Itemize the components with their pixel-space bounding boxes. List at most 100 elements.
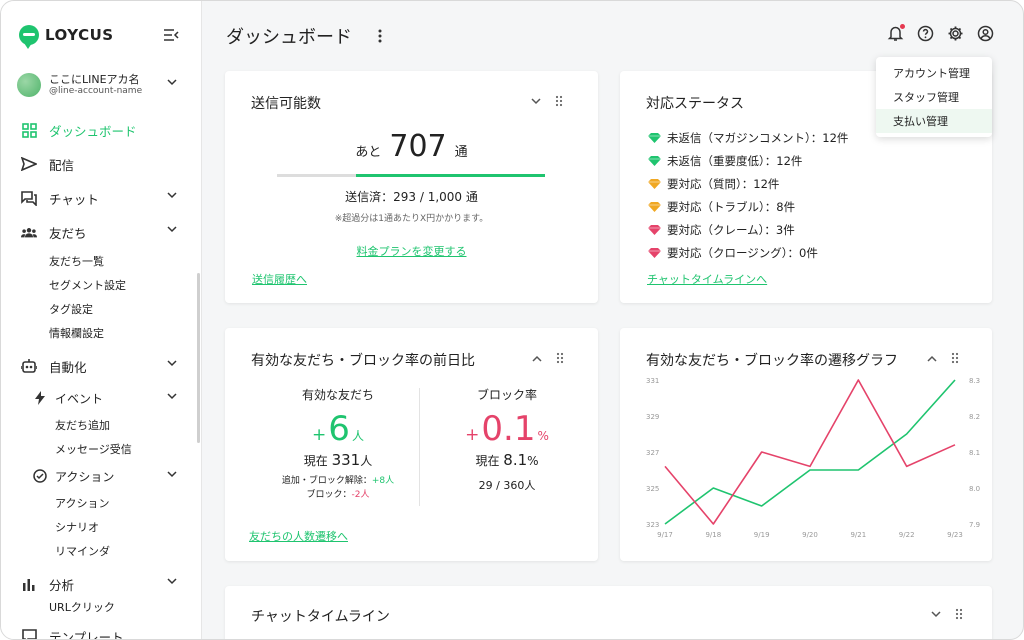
status-label: 要対応（トラブル）：8件 xyxy=(667,199,796,214)
y-left-tick-label: 325 xyxy=(646,485,659,493)
sidebar-subitem-scenario[interactable]: シナリオ xyxy=(55,521,99,534)
sidebar-subitem-tags[interactable]: タグ設定 xyxy=(49,303,93,316)
menu-item-account-settings[interactable]: アカウント管理 xyxy=(893,67,970,80)
sidebar-subitem-action[interactable]: アクション xyxy=(55,497,110,510)
sidebar-group-action[interactable]: アクション xyxy=(1,461,201,491)
sidebar-item-automation[interactable]: 自動化 xyxy=(1,349,201,383)
sidebar-item-broadcast[interactable]: 配信 xyxy=(1,147,201,181)
card-title: 送信可能数 xyxy=(251,96,321,112)
friend-count-transition-link[interactable]: 友だちの人数遷移へ xyxy=(249,530,348,543)
sidebar-group-label: アクション xyxy=(55,469,115,484)
current-value: 331 xyxy=(331,451,361,469)
account-avatar xyxy=(17,73,41,97)
sidebar-subitem-friends-list[interactable]: 友だち一覧 xyxy=(49,255,104,268)
gear-icon xyxy=(948,26,963,41)
sidebar-item-analytics[interactable]: 分析 xyxy=(1,567,201,601)
chevron-up-icon[interactable] xyxy=(927,355,937,362)
logo-icon xyxy=(19,25,39,49)
blocked-value: -2人 xyxy=(351,489,370,500)
stat-heading: 有効な友だち xyxy=(301,388,374,402)
stat-current: 現在 8.1% xyxy=(417,451,597,469)
drag-handle-icon[interactable] xyxy=(555,95,563,107)
bar-chart-icon xyxy=(21,576,37,592)
notification-button[interactable] xyxy=(887,24,905,42)
drag-handle-icon[interactable] xyxy=(955,608,963,620)
current-unit: % xyxy=(527,454,539,468)
drag-handle-icon[interactable] xyxy=(951,352,959,364)
delta-sign: + xyxy=(312,425,327,445)
sidebar-subitem-friend-added[interactable]: 友だち追加 xyxy=(55,419,110,432)
y-left-tick-label: 329 xyxy=(646,413,659,421)
divider xyxy=(419,388,420,506)
chevron-down-icon[interactable] xyxy=(531,97,541,105)
remaining-prefix: あと xyxy=(355,145,382,160)
overage-note: ※超過分は1通あたりX円かかります。 xyxy=(334,214,489,224)
remaining-count: あと 707 通 xyxy=(225,129,598,164)
account-name: ここにLINEアカ名 xyxy=(49,73,140,86)
chevron-down-icon xyxy=(167,226,177,233)
sidebar-subitem-message-received[interactable]: メッセージ受信 xyxy=(55,443,132,456)
added-label: 追加・ブロック解除： xyxy=(281,476,372,486)
stat-detail: 追加・ブロック解除：+8人 ブロック：-2人 xyxy=(248,475,428,503)
chevron-down-icon xyxy=(167,79,177,86)
sidebar-subitem-info-fields[interactable]: 情報欄設定 xyxy=(49,327,104,340)
settings-button[interactable] xyxy=(947,25,964,42)
check-circle-icon xyxy=(33,469,47,483)
sidebar-group-event[interactable]: イベント xyxy=(1,383,201,413)
sidebar-item-templates[interactable]: テンプレート xyxy=(1,619,201,639)
stat-delta: +0.1% xyxy=(417,409,597,449)
chevron-down-icon xyxy=(167,578,177,585)
sidebar-item-label: 自動化 xyxy=(49,359,87,375)
sidebar-subitem-url-click[interactable]: URLクリック xyxy=(49,601,115,614)
status-label: 未返信（マガジンコメント）：12件 xyxy=(667,130,849,145)
series-line-friends xyxy=(664,379,956,525)
chevron-up-icon[interactable] xyxy=(532,355,542,362)
stat-current: 現在 331人 xyxy=(248,451,428,469)
card-title: チャットタイムライン xyxy=(251,609,390,625)
chevron-down-icon xyxy=(167,192,177,199)
sidebar-subitem-reminder[interactable]: リマインダ xyxy=(55,545,110,558)
chat-timeline-link[interactable]: チャットタイムラインへ xyxy=(647,273,768,286)
send-history-link[interactable]: 送信履歴へ xyxy=(252,273,307,286)
menu-item-payment-management[interactable]: 支払い管理 xyxy=(876,109,992,133)
status-item[interactable]: 未返信（重要度低）：12件 xyxy=(648,149,848,172)
status-gem-icon xyxy=(648,155,661,166)
account-switcher[interactable]: ここにLINEアカ名 @line-account-name xyxy=(17,69,187,101)
status-list: 未返信（マガジンコメント）：12件 未返信（重要度低）：12件要対応（質問）：12… xyxy=(648,126,848,264)
logo[interactable]: LOYCUS xyxy=(19,25,114,49)
sidebar-nav: ダッシュボード 配信 チャット 友だち xyxy=(1,113,201,639)
user-dropdown-menu: アカウント管理 スタッフ管理 支払い管理 xyxy=(876,57,992,137)
send-quota-card: 送信可能数 あと 707 通 送信済：293 / 1,000 通 ※超過分は1通あた… xyxy=(225,71,598,303)
y-left-tick-label: 323 xyxy=(646,521,659,529)
sidebar-item-dashboard[interactable]: ダッシュボード xyxy=(1,113,201,147)
status-item[interactable]: 要対応（質問）：12件 xyxy=(648,172,848,195)
chevron-down-icon[interactable] xyxy=(931,610,941,618)
sidebar-subitem-segment[interactable]: セグメント設定 xyxy=(49,279,126,292)
sidebar-item-chat[interactable]: チャット xyxy=(1,181,201,215)
status-item[interactable]: 要対応（クロージング）：0件 xyxy=(648,241,848,264)
status-label: 未返信（重要度低）：12件 xyxy=(667,153,803,168)
status-item[interactable]: 要対応（トラブル）：8件 xyxy=(648,195,848,218)
x-tick-label: 9/17 xyxy=(657,531,673,539)
card-controls xyxy=(931,608,963,620)
friends-block-chart-card: 有効な友だち・ブロック率の遷移グラフ 331 329 327 325 323 8.3 8.2… xyxy=(620,328,992,561)
more-vertical-icon[interactable] xyxy=(376,28,384,44)
delta-value: 6 xyxy=(328,409,350,449)
sidebar-scrollbar[interactable] xyxy=(197,273,200,443)
drag-handle-icon[interactable] xyxy=(556,352,564,364)
change-plan-link[interactable]: 料金プランを変更する xyxy=(356,245,467,258)
y-right-tick-label: 8.1 xyxy=(969,449,980,457)
status-gem-icon xyxy=(648,132,661,143)
x-tick-label: 9/18 xyxy=(705,531,721,539)
current-label: 現在 xyxy=(303,454,328,468)
dashboard-icon xyxy=(21,122,37,138)
status-item[interactable]: 要対応（クレーム）：3件 xyxy=(648,218,848,241)
sidebar-item-friends[interactable]: 友だち xyxy=(1,215,201,249)
user-menu-button[interactable] xyxy=(977,25,994,42)
help-button[interactable] xyxy=(917,25,934,42)
status-item[interactable]: 未返信（マガジンコメント）：12件 xyxy=(648,126,848,149)
menu-item-staff-management[interactable]: スタッフ管理 xyxy=(893,91,959,104)
sidebar-collapse-icon[interactable] xyxy=(163,28,179,42)
card-title: 有効な友だち・ブロック率の前日比 xyxy=(251,353,475,369)
